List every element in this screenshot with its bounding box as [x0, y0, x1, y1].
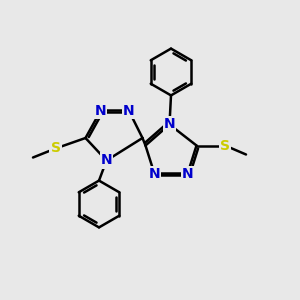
- Text: S: S: [220, 139, 230, 152]
- Text: N: N: [182, 167, 193, 181]
- Text: N: N: [149, 167, 160, 181]
- Text: N: N: [123, 104, 135, 118]
- Text: N: N: [164, 118, 175, 131]
- Text: N: N: [95, 104, 106, 118]
- Text: N: N: [101, 154, 112, 167]
- Text: S: S: [50, 142, 61, 155]
